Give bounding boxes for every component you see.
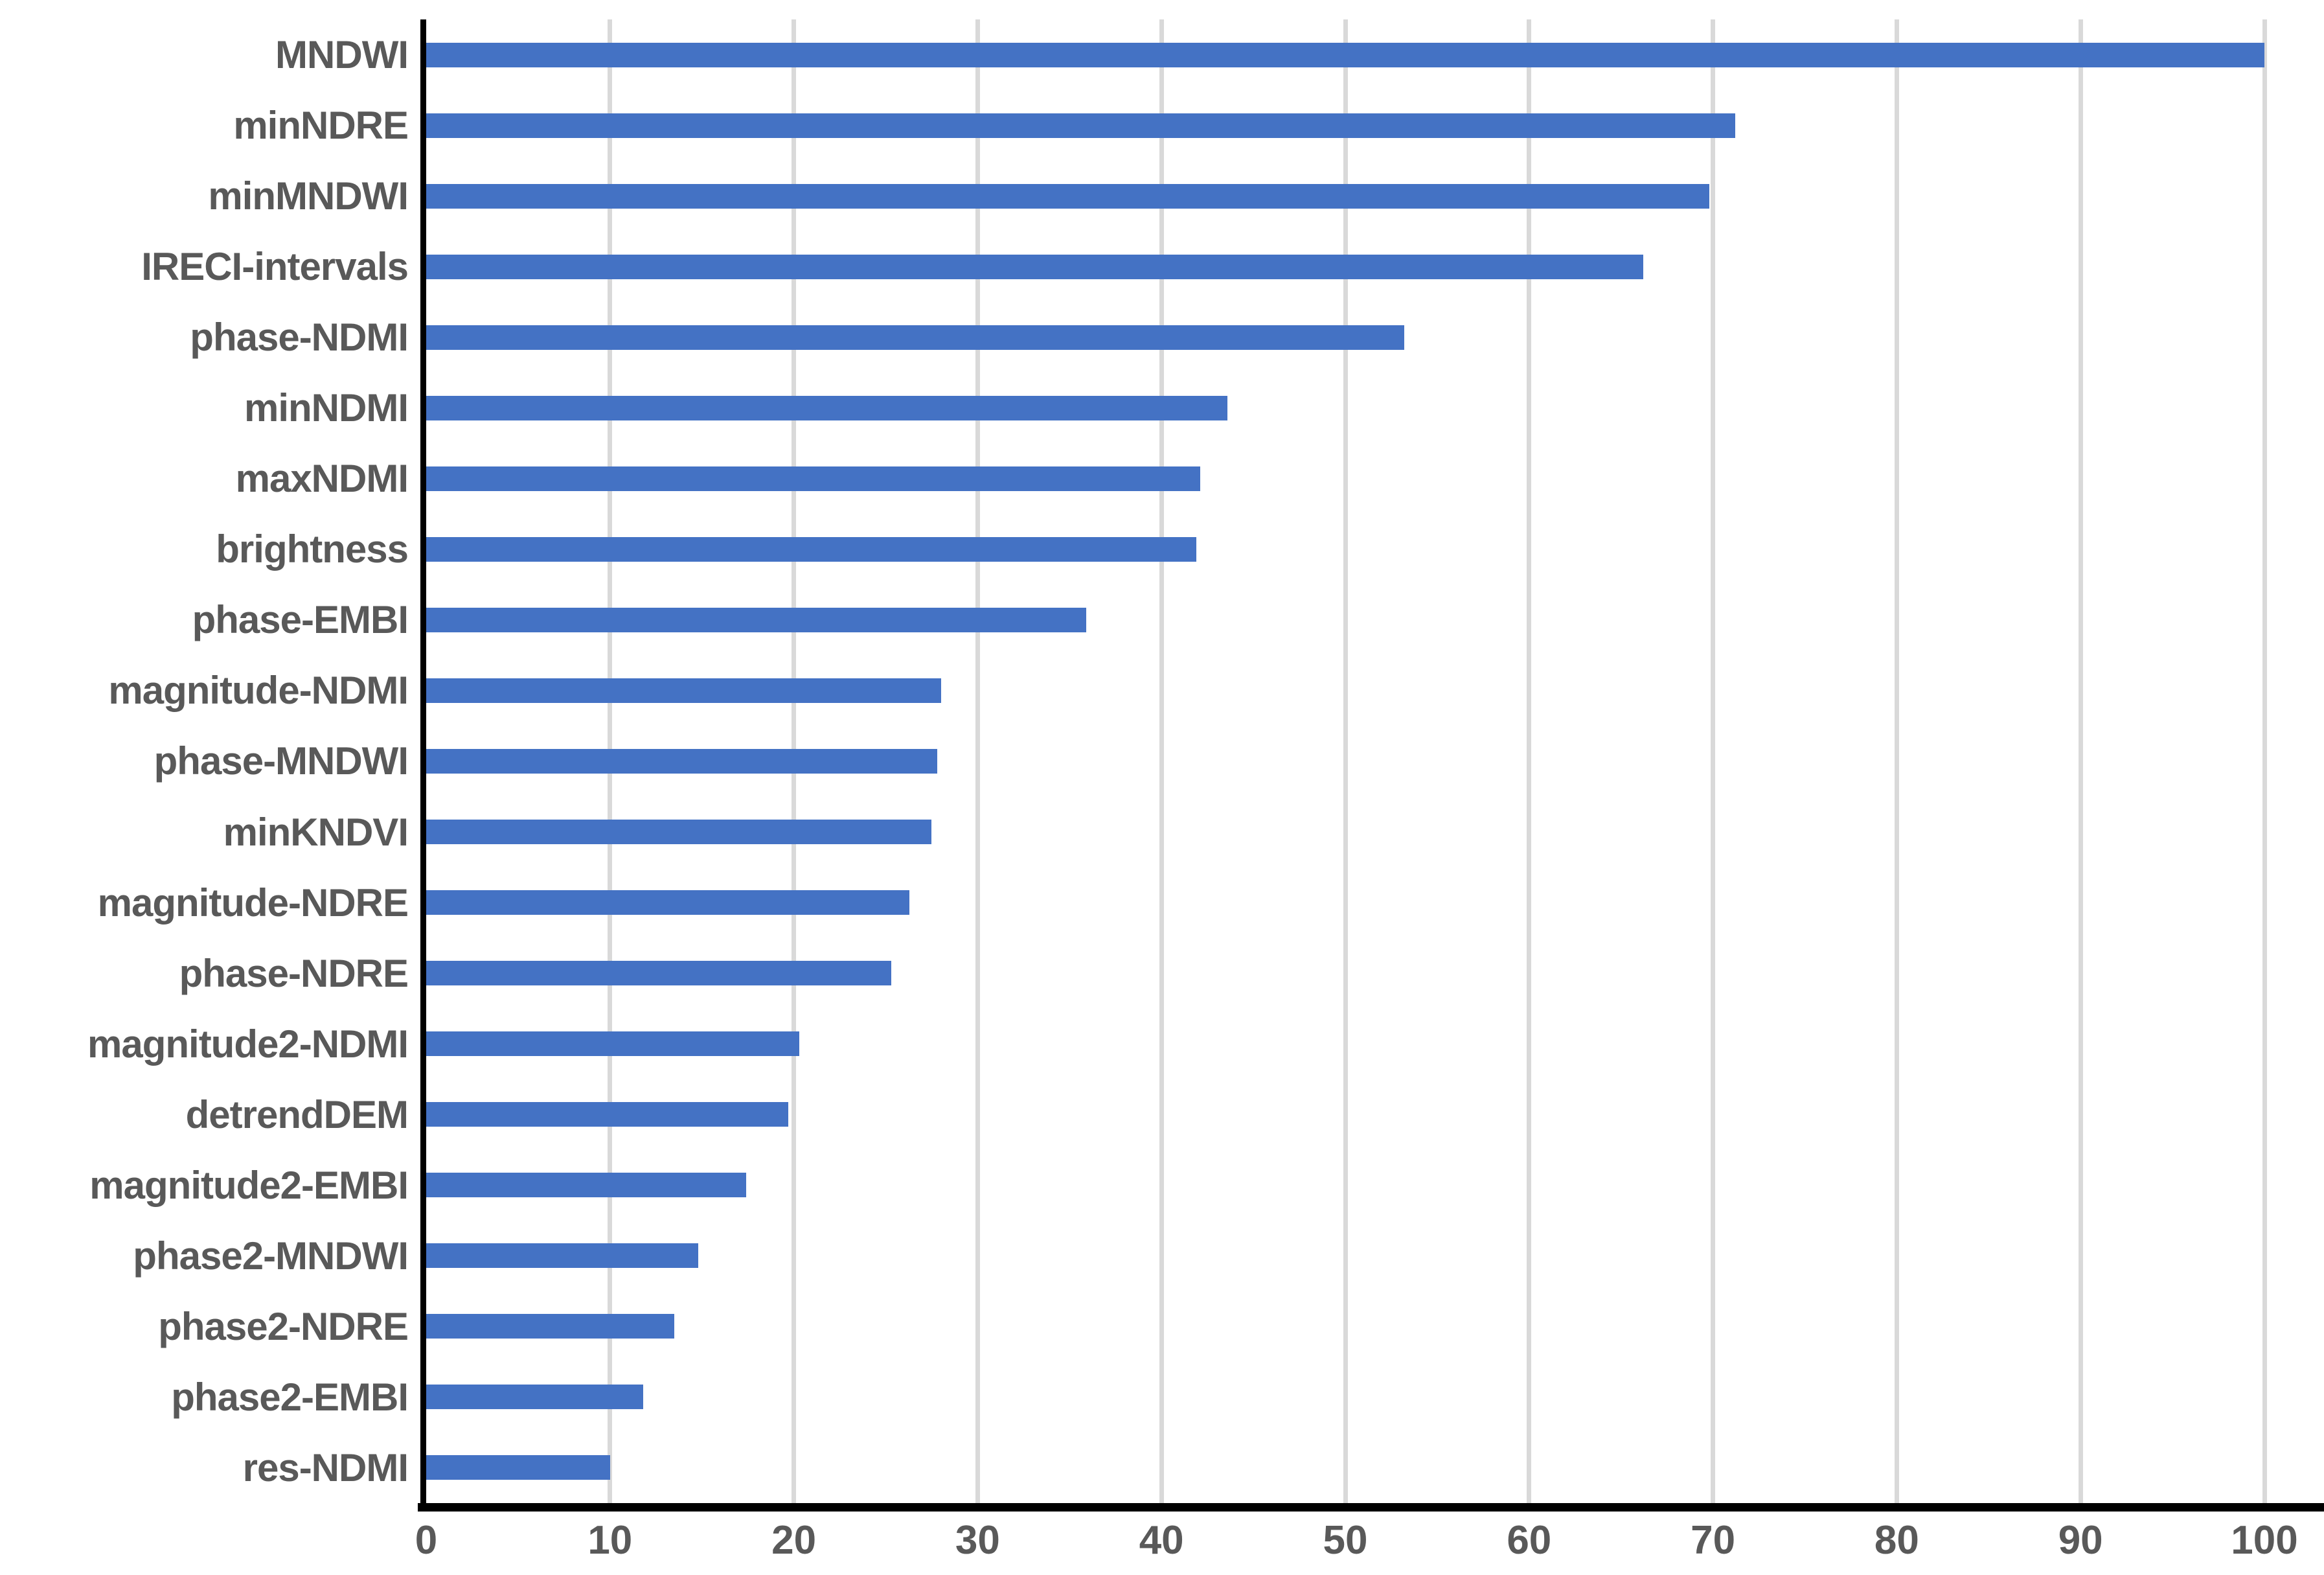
bar [426, 678, 941, 703]
bar [426, 1455, 610, 1480]
category-label: detrendDEM [185, 1092, 409, 1136]
category-label: res-NDMI [242, 1445, 409, 1489]
category-label: phase-NDRE [179, 951, 409, 995]
category-label: magnitude2-EMBI [89, 1163, 409, 1207]
bar [426, 325, 1404, 350]
category-label: minNDRE [233, 104, 409, 148]
bar [426, 890, 910, 915]
x-tick-label: 0 [415, 1518, 438, 1563]
bar [426, 820, 932, 845]
bar [426, 1173, 746, 1198]
bar [426, 1102, 789, 1127]
category-label: phase2-NDRE [158, 1304, 409, 1348]
gridline [1159, 19, 1164, 1503]
bar [426, 113, 1735, 138]
category-label: phase-EMBI [192, 598, 409, 642]
x-tick-label: 70 [1691, 1518, 1736, 1563]
category-label: magnitude-NDMI [108, 669, 409, 713]
x-tick-label: 80 [1874, 1518, 1919, 1563]
category-label: minMNDWI [208, 174, 409, 218]
y-axis-line [420, 19, 426, 1503]
x-tick-label: 30 [955, 1518, 1000, 1563]
gridline [1343, 19, 1348, 1503]
bar [426, 466, 1200, 491]
category-labels: MNDWI minNDRE minMNDWI IRECI-intervals phase… [0, 19, 409, 1503]
x-tick-label: 40 [1139, 1518, 1184, 1563]
gridline [1711, 19, 1716, 1503]
category-label: brightness [216, 527, 409, 571]
bar [426, 395, 1228, 420]
bar [426, 254, 1643, 279]
bar [426, 1243, 699, 1269]
bar [426, 536, 1197, 562]
category-label: maxNDMI [235, 457, 409, 501]
category-label: magnitude-NDRE [97, 880, 409, 925]
category-label: phase2-MNDWI [133, 1234, 409, 1278]
x-tick-label: 20 [771, 1518, 817, 1563]
category-label: phase2-EMBI [171, 1375, 409, 1419]
x-axis-line [418, 1503, 2324, 1512]
bar [426, 1385, 643, 1410]
x-tick-label: 60 [1507, 1518, 1552, 1563]
bar [426, 749, 937, 774]
category-label: phase-NDMI [190, 316, 409, 360]
x-tick-label: 90 [2058, 1518, 2103, 1563]
category-label: phase-MNDWI [154, 739, 409, 783]
category-label: minKNDVI [223, 810, 409, 854]
bar [426, 1314, 675, 1339]
category-label: minNDMI [244, 386, 409, 430]
category-label: MNDWI [275, 33, 409, 77]
bar [426, 1031, 800, 1057]
x-tick-label: 10 [587, 1518, 633, 1563]
category-label: magnitude2-NDMI [87, 1022, 409, 1066]
plot-area [426, 19, 2267, 1503]
x-axis-ticks: 0 10 20 30 40 50 60 70 80 90 100 [0, 1517, 2324, 1575]
bar [426, 183, 1709, 209]
bar [426, 42, 2264, 67]
gridline [975, 19, 980, 1503]
x-tick-label: 100 [2231, 1518, 2298, 1563]
gridline [1894, 19, 1899, 1503]
bar [426, 961, 891, 986]
gridline [2262, 19, 2267, 1503]
gridline [2078, 19, 2083, 1503]
gridline [1527, 19, 1532, 1503]
x-tick-label: 50 [1323, 1518, 1368, 1563]
category-label: IRECI-intervals [141, 245, 409, 289]
bar [426, 607, 1086, 632]
